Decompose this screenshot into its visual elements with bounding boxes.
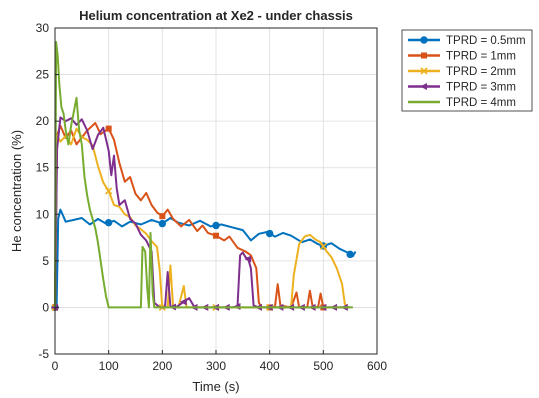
- series-marker: [319, 242, 327, 250]
- legend-label: TPRD = 2mm: [446, 66, 516, 78]
- chart-title: Helium concentration at Xe2 - under chas…: [79, 8, 353, 23]
- legend-label: TPRD = 4mm: [446, 97, 516, 109]
- series-line: [55, 208, 357, 309]
- series-marker: [346, 250, 354, 259]
- y-tick-label: 10: [36, 207, 50, 221]
- x-tick-label: 600: [367, 359, 387, 373]
- y-tick-label: 0: [42, 300, 49, 314]
- legend-label: TPRD = 0.5mm: [446, 35, 526, 47]
- legend-marker: [421, 52, 427, 59]
- series-line: [54, 127, 349, 309]
- series-line: [54, 41, 353, 309]
- series-marker: [104, 218, 113, 227]
- legend-marker: [420, 36, 428, 44]
- series-marker: [179, 298, 187, 306]
- y-tick-label: -5: [38, 347, 49, 361]
- y-tick-label: 20: [36, 114, 50, 128]
- series-marker: [212, 221, 220, 230]
- x-tick-label: 100: [99, 359, 119, 373]
- legend-item: TPRD = 2mm: [408, 66, 516, 78]
- series-marker: [265, 229, 274, 238]
- series-5: [54, 41, 353, 309]
- x-tick-label: 0: [52, 359, 59, 373]
- legend-item: TPRD = 1mm: [408, 51, 516, 63]
- x-tick-label: 300: [206, 359, 226, 373]
- legend: TPRD = 0.5mm TPRD = 1mm TPRD = 2mm TPRD = 3…: [401, 29, 533, 112]
- series-marker: [213, 232, 219, 239]
- y-tick-label: 30: [36, 21, 50, 35]
- legend-marker: [420, 83, 427, 90]
- series-layer: [51, 41, 357, 312]
- x-tick-label: 200: [152, 359, 172, 373]
- series-marker: [105, 187, 113, 195]
- series-marker: [159, 213, 166, 220]
- series-marker: [158, 219, 167, 228]
- x-axis-label: Time (s): [192, 379, 239, 394]
- series-line: [54, 122, 351, 309]
- x-tick-label: 500: [313, 359, 333, 373]
- series-marker: [244, 255, 252, 263]
- legend-label: TPRD = 1mm: [446, 51, 516, 63]
- series-1: [51, 208, 357, 312]
- legend-item: TPRD = 3mm: [408, 82, 516, 94]
- series-marker: [105, 125, 112, 132]
- legend-label: TPRD = 3mm: [446, 82, 516, 94]
- y-axis-label: He concentration (%): [9, 130, 24, 252]
- legend-marker: [420, 67, 428, 75]
- x-tick-label: 400: [260, 359, 280, 373]
- y-tick-label: 25: [36, 68, 50, 82]
- y-tick-label: 15: [36, 161, 50, 175]
- y-tick-label: 5: [42, 254, 49, 268]
- legend-item: TPRD = 4mm: [408, 97, 516, 109]
- legend-item: TPRD = 0.5mm: [408, 35, 526, 47]
